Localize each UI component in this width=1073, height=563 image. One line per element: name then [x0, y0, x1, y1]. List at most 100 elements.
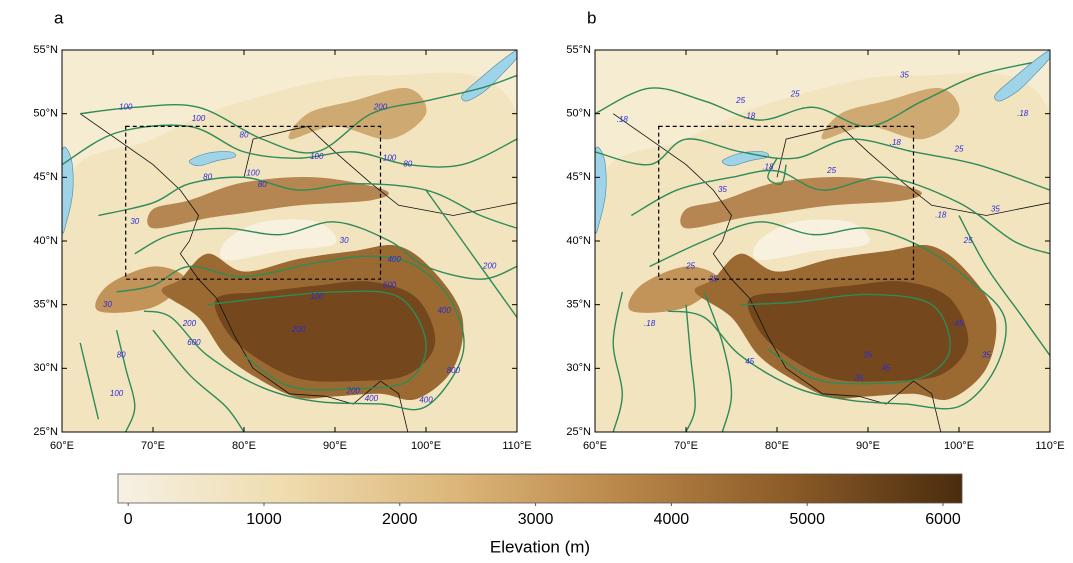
contour-label: 200 — [482, 262, 497, 271]
contour-label: 400 — [419, 395, 433, 404]
lon-tick-label: 110°E — [1035, 440, 1064, 452]
panel-label: a — [54, 8, 64, 27]
contour — [767, 157, 787, 185]
lon-tick-label: 100°E — [944, 440, 974, 452]
contour-label: 100 — [310, 292, 324, 301]
contour-label: 25 — [954, 144, 964, 153]
highland — [628, 266, 718, 313]
contour — [152, 329, 245, 432]
colorbar-tick-label: 2000 — [382, 511, 418, 528]
contour — [685, 304, 696, 432]
contour-label: 800 — [447, 366, 461, 375]
border — [612, 113, 942, 432]
contour — [595, 62, 1032, 128]
contour-label: 100 — [310, 152, 324, 161]
colorbar-tick-label: 3000 — [518, 511, 554, 528]
contour-label: .18 — [644, 319, 656, 328]
contour-label: 35 — [718, 185, 727, 194]
contour-label: 45 — [745, 357, 754, 366]
contour-label: 80 — [240, 130, 249, 139]
lon-tick-label: 70°E — [674, 440, 698, 452]
map-panel: .18 25 25 35 .18 25 .18 25 .18 35 45 35 .18 25 35 45 35.… — [566, 44, 1064, 452]
contour-label: 400 — [387, 255, 401, 264]
contour-label: 200 — [291, 325, 306, 334]
lon-tick-label: 90°E — [856, 440, 880, 452]
contour-label: 30 — [130, 217, 139, 226]
contour-label: 400 — [365, 394, 379, 403]
plateau-core — [747, 281, 969, 382]
contour-label: 100 — [119, 102, 133, 111]
lon-tick-label: 80°E — [232, 440, 256, 452]
contour — [703, 291, 733, 432]
contour — [612, 291, 624, 432]
contour-label: 25 — [963, 236, 973, 245]
contour-label: 80 — [258, 180, 267, 189]
colorbar-title: Elevation (m) — [490, 537, 590, 556]
lat-tick-label: 40°N — [566, 235, 591, 247]
contour — [595, 138, 1050, 191]
contour-label: 35 — [982, 351, 991, 360]
contour-label: 35 — [854, 374, 863, 383]
colorbar-tick-label: 0 — [124, 511, 133, 528]
contour-label: 100 — [383, 153, 397, 162]
contour — [80, 74, 517, 154]
contour-label: 35 — [991, 204, 1000, 213]
contour — [98, 176, 517, 229]
border — [79, 113, 409, 432]
contour-label: 600 — [187, 338, 201, 347]
contour-label: 200 — [373, 102, 388, 111]
contour-label: 100 — [110, 389, 124, 398]
contour — [958, 215, 1050, 357]
lon-tick-label: 70°E — [141, 440, 165, 452]
colorbar — [117, 473, 963, 504]
lat-tick-label: 35°N — [33, 299, 58, 311]
contour-label: 400 — [438, 306, 452, 315]
contour-label: 100 — [246, 169, 260, 178]
lat-tick-label: 35°N — [566, 299, 591, 311]
contour — [649, 221, 1007, 410]
lat-tick-label: 55°N — [33, 44, 58, 56]
contour-label: 80 — [403, 160, 412, 169]
contour-label: 600 — [383, 281, 397, 290]
lon-tick-label: 90°E — [323, 440, 347, 452]
study-region — [125, 125, 382, 280]
colorbar-tick-label: 1000 — [246, 511, 282, 528]
contour-label: 30 — [340, 236, 349, 245]
contour-label: 25 — [790, 90, 800, 99]
lat-tick-label: 50°N — [566, 108, 591, 120]
highland — [95, 266, 185, 313]
lon-tick-label: 60°E — [50, 440, 74, 452]
contour — [134, 221, 517, 280]
lon-tick-label: 80°E — [765, 440, 789, 452]
contour-label: 25 — [826, 166, 836, 175]
contour-label: .18 — [762, 162, 774, 171]
border — [776, 125, 1050, 216]
contour-label: 45 — [955, 319, 964, 328]
contour-label: .18 — [744, 111, 756, 120]
lat-tick-label: 40°N — [33, 235, 58, 247]
lon-tick-label: 110°E — [502, 440, 531, 452]
highland — [680, 177, 922, 229]
contour-label: 35 — [864, 351, 873, 360]
contour-label: 25 — [685, 262, 695, 271]
contour — [116, 255, 465, 411]
map-panel: 100 100 80 100 80 80 100 30 100 80 30 200 200 400 30 20… — [33, 44, 531, 452]
lat-tick-label: 25°N — [566, 426, 591, 438]
lon-tick-label: 100°E — [411, 440, 441, 452]
colorbar-tick-label: 5000 — [789, 511, 825, 528]
contour-label: 45 — [882, 363, 891, 372]
border — [243, 125, 517, 216]
contour-label: .18 — [617, 115, 629, 124]
contour — [79, 342, 100, 420]
lat-tick-label: 50°N — [33, 108, 58, 120]
basin — [220, 219, 337, 261]
contour — [115, 329, 136, 432]
contour — [425, 189, 517, 318]
contour-label: 100 — [192, 114, 206, 123]
contour-label: 200 — [182, 319, 197, 328]
lake — [595, 146, 607, 234]
map-body: 100 100 80 100 80 80 100 30 100 80 30 200 200 400 30 20… — [62, 50, 517, 432]
contour-label: 200 — [346, 386, 361, 395]
contour-label: .18 — [890, 138, 902, 147]
contour-label: 25 — [735, 96, 745, 105]
